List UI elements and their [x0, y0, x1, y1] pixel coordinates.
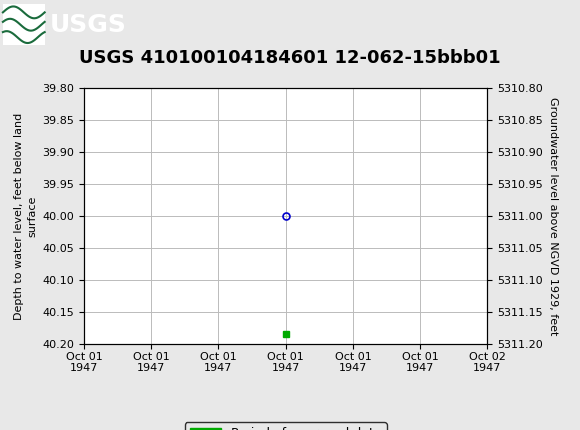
Y-axis label: Groundwater level above NGVD 1929, feet: Groundwater level above NGVD 1929, feet	[548, 97, 558, 335]
Legend: Period of approved data: Period of approved data	[184, 422, 387, 430]
Text: USGS: USGS	[49, 13, 126, 37]
Bar	[3, 4, 45, 46]
Text: USGS 410100104184601 12-062-15bbb01: USGS 410100104184601 12-062-15bbb01	[79, 49, 501, 67]
Y-axis label: Depth to water level, feet below land
surface: Depth to water level, feet below land su…	[14, 113, 37, 319]
